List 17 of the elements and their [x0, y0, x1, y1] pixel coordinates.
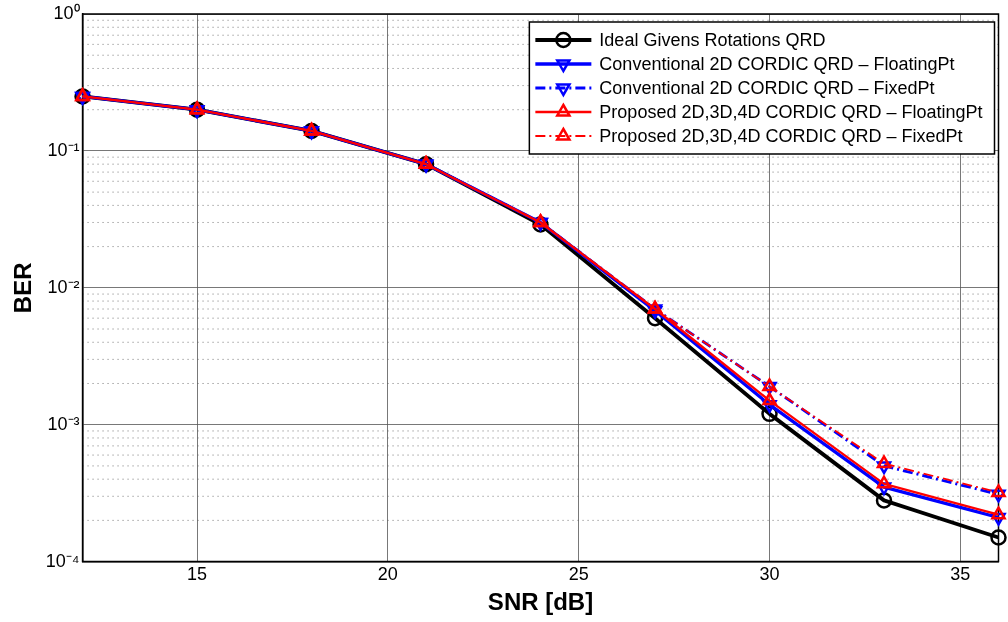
- x-tick-label: 35: [950, 564, 971, 585]
- x-tick-label: 25: [568, 564, 589, 585]
- legend-label: Conventional 2D CORDIC QRD – FixedPt: [599, 77, 935, 98]
- y-tick-label: 10⁰: [53, 2, 80, 23]
- x-tick-label: 30: [759, 564, 780, 585]
- legend-label: Ideal Givens Rotations QRD: [599, 29, 826, 50]
- y-tick-label: 10⁻²: [47, 276, 80, 297]
- legend-label: Conventional 2D CORDIC QRD – FloatingPt: [599, 53, 955, 74]
- y-tick-label: 10⁻¹: [47, 139, 80, 160]
- legend-label: Proposed 2D,3D,4D CORDIC QRD – FixedPt: [599, 125, 963, 146]
- legend-label: Proposed 2D,3D,4D CORDIC QRD – FloatingPt: [599, 101, 983, 122]
- x-axis-title: SNR [dB]: [487, 588, 594, 616]
- y-tick-label: 10⁻⁴: [45, 550, 80, 571]
- x-tick-label: 15: [187, 564, 208, 585]
- y-tick-label: 10⁻³: [47, 413, 80, 434]
- x-tick-label: 20: [377, 564, 398, 585]
- y-axis-title: BER: [9, 262, 37, 314]
